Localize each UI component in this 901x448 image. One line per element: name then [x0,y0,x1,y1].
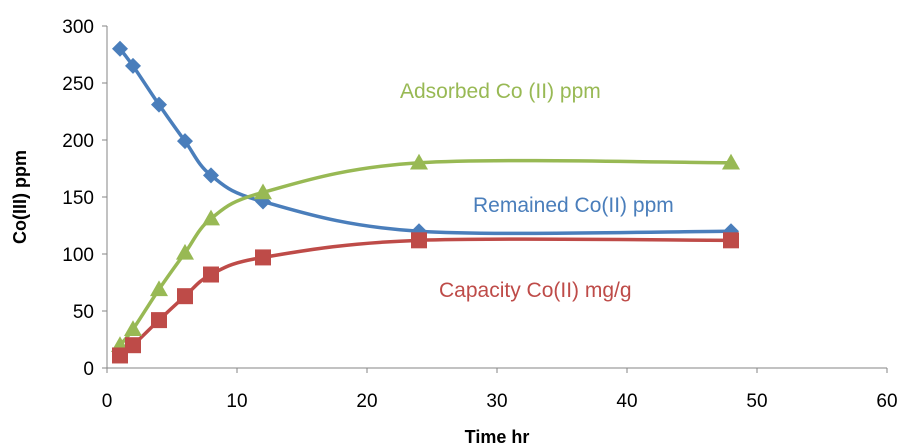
series-label-remained: Remained Co(II) ppm [473,194,674,217]
data-point-remained [112,40,128,57]
x-tick-label: 10 [226,391,247,412]
y-tick-label: 100 [62,245,94,266]
data-point-remained [203,167,219,184]
data-point-adsorbed [254,183,272,200]
x-tick-label: 50 [746,391,767,412]
ticks: 0 10 20 30 40 50 60 0 50 100 150 200 250 300 [62,17,897,412]
data-point-capacity [151,312,167,329]
x-axis-title: Time hr [465,427,530,447]
y-tick-label: 0 [83,359,94,380]
y-tick-label: 50 [73,302,94,323]
data-point-adsorbed [124,320,142,336]
x-tick-label: 40 [616,391,637,412]
data-point-remained [151,96,167,113]
series-line-remained [118,47,733,236]
data-point-adsorbed [722,153,740,170]
series-markers [111,40,740,364]
series-label-capacity: Capacity Co(II) mg/g [439,279,632,302]
data-point-adsorbed [150,280,168,297]
data-point-remained [125,57,141,74]
x-tick-label: 0 [102,391,113,412]
data-point-capacity [723,232,739,249]
data-point-adsorbed [176,243,194,260]
x-tick-label: 20 [356,391,377,412]
data-point-adsorbed [410,153,428,170]
x-tick-label: 60 [876,391,897,412]
series-line-adsorbed [118,158,733,347]
data-point-capacity [203,266,219,283]
series-line-capacity [118,237,733,358]
y-tick-label: 200 [62,131,94,152]
x-tick-label: 30 [486,391,507,412]
data-point-capacity [125,337,141,354]
data-point-remained [177,133,193,150]
y-tick-label: 250 [62,74,94,95]
data-point-capacity [411,232,427,249]
y-tick-label: 300 [62,17,94,38]
data-point-capacity [177,288,193,305]
data-point-capacity [112,347,128,364]
series-label-adsorbed: Adsorbed Co (II) ppm [400,80,601,103]
data-point-adsorbed [202,209,220,226]
data-point-capacity [255,249,271,266]
y-tick-label: 150 [62,188,94,209]
y-axis-title: Co(III) ppm [10,150,30,244]
